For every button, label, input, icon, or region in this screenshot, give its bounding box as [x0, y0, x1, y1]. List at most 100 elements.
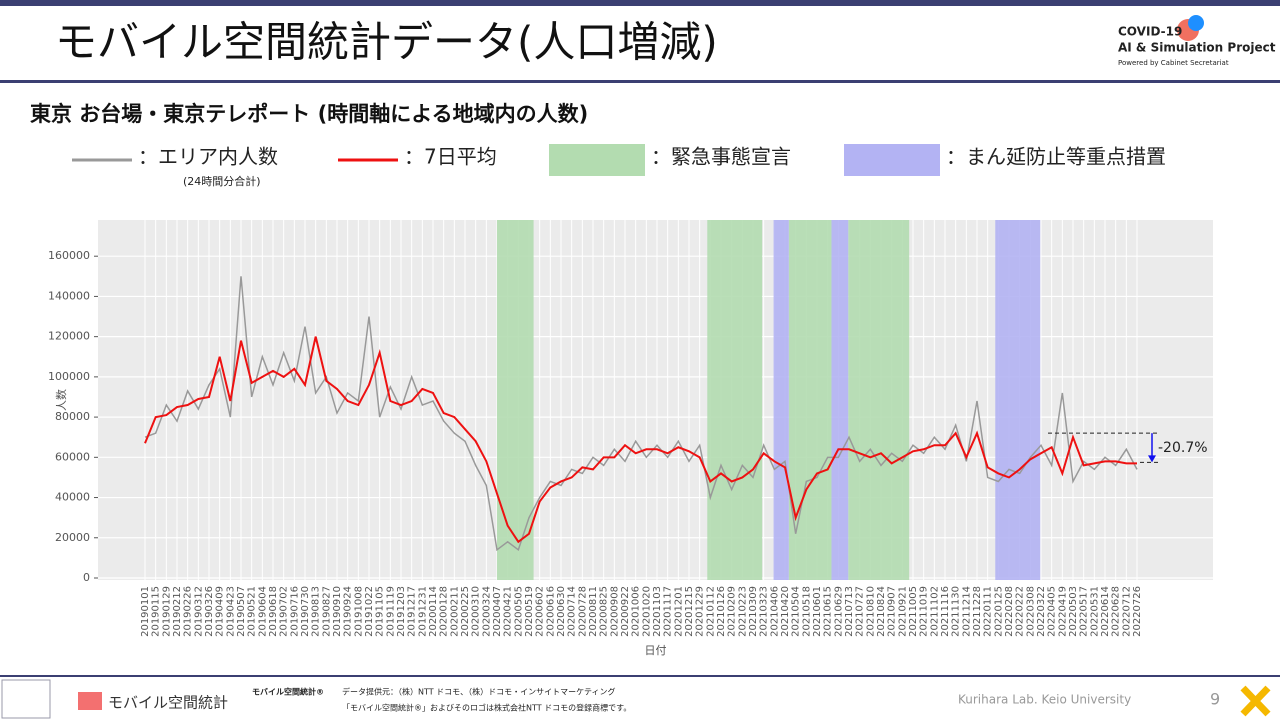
- x-tick-label: 20220531: [1089, 586, 1100, 637]
- logo-dot: [1188, 15, 1204, 31]
- x-tick-label: 20210810: [865, 586, 876, 637]
- x-tick-label: 20201103: [652, 586, 663, 637]
- logo-text: AI & Simulation Project: [1118, 41, 1276, 55]
- x-tick-label: 20190129: [161, 586, 172, 637]
- x-tick-label: 20200825: [599, 586, 610, 637]
- x-tick-label: 20191217: [407, 586, 418, 637]
- top-bar: [0, 0, 1280, 6]
- band: [831, 220, 849, 580]
- x-tick-label: 20200630: [556, 586, 567, 637]
- x-tick-label: 20211019: [919, 586, 930, 637]
- legend-note: (24時間分合計): [183, 174, 261, 188]
- x-tick-label: 20190423: [225, 586, 236, 637]
- x-tick-label: 20210713: [844, 586, 855, 637]
- x-tick-label: 20210420: [780, 586, 791, 637]
- x-tick-label: 20201006: [631, 586, 642, 637]
- x-tick-label: 20190702: [279, 586, 290, 637]
- x-tick-label: 20210629: [833, 586, 844, 637]
- legend-label: ：7日平均: [404, 145, 497, 169]
- x-tick-label: 20190618: [268, 586, 279, 637]
- y-tick-label: 160000: [48, 249, 90, 262]
- x-tick-label: 20191119: [385, 586, 396, 637]
- footer-lab: Kurihara Lab. Keio University: [958, 693, 1131, 707]
- x-tick-label: 20211130: [951, 586, 962, 637]
- x-tick-label: 20211005: [908, 586, 919, 637]
- x-tick-label: 20210209: [727, 586, 738, 637]
- x-tick-label: 20200211: [449, 586, 460, 637]
- x-tick-label: 20220726: [1132, 586, 1143, 637]
- x-tick-label: 20210126: [716, 586, 727, 637]
- x-tick-label: 20211102: [929, 586, 940, 637]
- x-tick-label: 20220222: [1015, 586, 1026, 637]
- band: [788, 220, 832, 580]
- legend-label: ：まん延防止等重点措置: [946, 145, 1166, 169]
- x-tick-label: 20190326: [204, 586, 215, 637]
- x-tick-label: 20190312: [193, 586, 204, 637]
- x-tick-label: 20220208: [1004, 586, 1015, 637]
- x-tick-label: 20190604: [257, 586, 268, 637]
- band: [707, 220, 763, 580]
- x-tick-label: 20210112: [705, 586, 716, 637]
- y-tick-label: 100000: [48, 370, 90, 383]
- annotation-arrowhead: [1148, 455, 1156, 463]
- x-tick-label: 20210727: [855, 586, 866, 637]
- x-tick-label: 20200324: [481, 586, 492, 637]
- x-tick-label: 20210921: [897, 586, 908, 637]
- x-tick-label: 20191008: [353, 586, 364, 637]
- footer-logo: モバイル空間統計: [108, 694, 228, 712]
- x-tick-label: 20200407: [492, 586, 503, 637]
- x-tick-label: 20190910: [332, 586, 343, 637]
- x-tick-label: 20190101: [140, 586, 151, 637]
- logo-text: Powered by Cabinet Secretariat: [1118, 59, 1229, 67]
- x-tick-label: 20211228: [972, 586, 983, 637]
- x-tick-label: 20201201: [673, 586, 684, 637]
- x-tick-label: 20200616: [545, 586, 556, 637]
- x-tick-label: 20201215: [684, 586, 695, 637]
- x-tick-label: 20220125: [993, 586, 1004, 637]
- y-tick-label: 140000: [48, 289, 90, 302]
- x-tick-label: 20191203: [396, 586, 407, 637]
- x-tick-label: 20210406: [769, 586, 780, 637]
- logo-text: COVID-19: [1118, 25, 1182, 39]
- subtitle: 東京 お台場・東京テレポート (時間軸による地域内の人数): [30, 102, 588, 126]
- x-tick-label: 20220111: [983, 586, 994, 637]
- x-tick-label: 20200714: [567, 586, 578, 637]
- x-tick-label: 20210615: [823, 586, 834, 637]
- y-axis-label: 人数: [55, 389, 68, 411]
- x-tick-label: 20200128: [439, 586, 450, 637]
- x-tick-label: 20200728: [577, 586, 588, 637]
- y-tick-label: 20000: [55, 531, 90, 544]
- band: [848, 220, 910, 580]
- band: [773, 220, 789, 580]
- x-tick-label: 20191105: [375, 586, 386, 637]
- x-tick-label: 20220503: [1068, 586, 1079, 637]
- x-tick-label: 20200922: [620, 586, 631, 637]
- x-tick-label: 20220322: [1036, 586, 1047, 637]
- x-tick-label: 20190813: [311, 586, 322, 637]
- x-tick-label: 20210601: [812, 586, 823, 637]
- x-tick-label: 20190716: [289, 586, 300, 637]
- band: [497, 220, 534, 580]
- x-tick-label: 20210518: [801, 586, 812, 637]
- footer-logo-mark: [78, 692, 102, 710]
- x-tick-label: 20210309: [748, 586, 759, 637]
- footer-brand: モバイル空間統計®: [252, 687, 324, 697]
- x-tick-label: 20190212: [172, 586, 183, 637]
- x-tick-label: 20220308: [1025, 586, 1036, 637]
- x-tick-label: 20220712: [1121, 586, 1132, 637]
- x-tick-label: 20210907: [887, 586, 898, 637]
- footer-mark: [1240, 685, 1271, 717]
- plot-area: [98, 220, 1213, 580]
- x-axis-label: 日付: [645, 644, 667, 657]
- legend-swatch: [549, 144, 645, 176]
- x-tick-label: 20201229: [695, 586, 706, 637]
- series-line: [144, 336, 1137, 544]
- x-tick-label: 20200505: [513, 586, 524, 637]
- x-tick-label: 20200519: [524, 586, 535, 637]
- x-tick-label: 20210323: [759, 586, 770, 637]
- legend-swatch: [844, 144, 940, 176]
- x-tick-label: 20190409: [215, 586, 226, 637]
- annotation-text: -20.7%: [1158, 440, 1208, 456]
- x-tick-label: 20210223: [737, 586, 748, 637]
